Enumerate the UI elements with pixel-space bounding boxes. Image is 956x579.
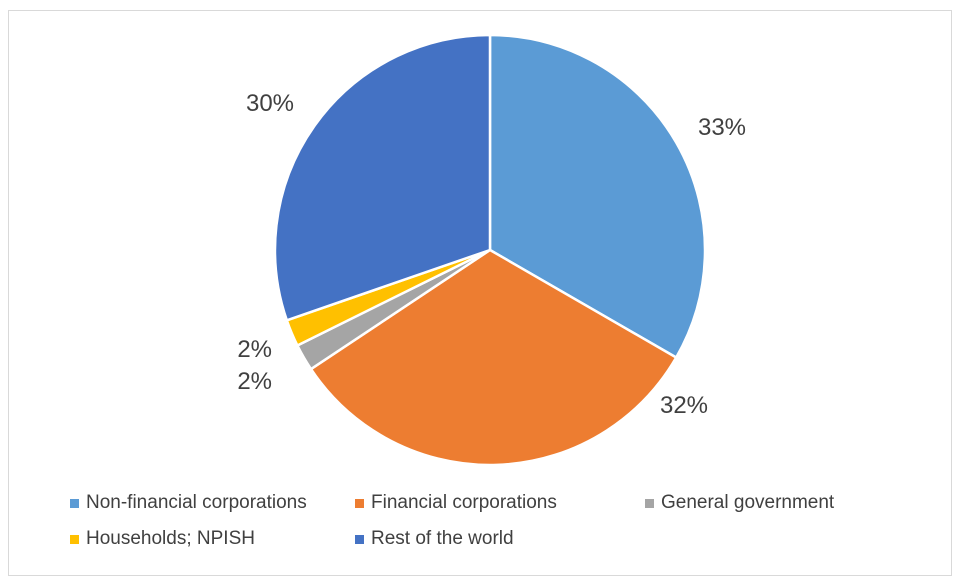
legend: Non-financial corporations Financial cor… — [70, 492, 930, 550]
pie-slice-non-financial-corporations — [488, 33, 707, 359]
legend-item-rest-of-the-world: Rest of the world — [355, 528, 514, 550]
legend-label: Non-financial corporations — [86, 492, 307, 513]
legend-swatch — [70, 498, 79, 508]
pie-slice-rest-of-the-world — [273, 33, 492, 322]
pie-data-labels: 33% 32% 2% 2% 30% — [237, 90, 746, 419]
data-label-financial-corporations: 32% — [660, 392, 708, 419]
legend-swatch — [645, 498, 654, 508]
legend-label: Financial corporations — [371, 492, 557, 513]
data-label-households-npish: 2% — [237, 336, 272, 363]
data-label-rest-of-the-world: 30% — [246, 90, 294, 117]
pie-slices — [273, 33, 707, 467]
data-label-non-financial-corporations: 33% — [698, 114, 746, 141]
data-label-general-government: 2% — [237, 368, 272, 395]
legend-label: Households; NPISH — [86, 528, 255, 549]
legend-label: Rest of the world — [371, 528, 514, 549]
legend-item-financial-corporations: Financial corporations — [355, 492, 645, 514]
legend-item-households-npish: Households; NPISH — [70, 528, 355, 550]
legend-swatch — [355, 534, 364, 544]
legend-item-non-financial-corporations: Non-financial corporations — [70, 492, 355, 514]
pie-slice-financial-corporations — [309, 248, 678, 467]
legend-item-general-government: General government — [645, 492, 885, 514]
legend-swatch — [70, 534, 79, 544]
legend-swatch — [355, 498, 364, 508]
legend-label: General government — [661, 492, 835, 513]
